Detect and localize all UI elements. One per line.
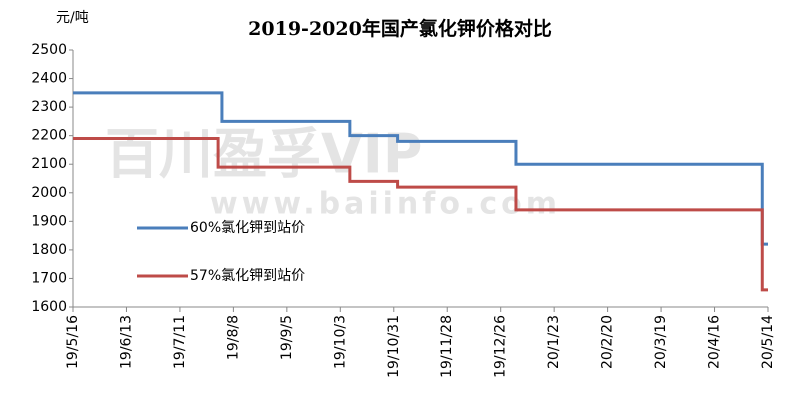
y-tick-label: 2500 xyxy=(31,42,67,58)
y-tick-label: 2000 xyxy=(31,185,67,201)
x-tick-label: 19/9/5 xyxy=(279,315,295,360)
y-tick-label: 1600 xyxy=(31,299,67,315)
y-tick-label: 1800 xyxy=(31,242,67,258)
x-tick-label: 20/5/14 xyxy=(760,315,776,369)
watermark: www.baiinfo.com xyxy=(210,187,561,222)
x-tick-label: 19/5/16 xyxy=(65,315,81,369)
y-tick-label: 2100 xyxy=(31,156,67,172)
x-tick-label: 20/1/23 xyxy=(546,315,562,369)
x-tick-label: 20/4/16 xyxy=(707,315,723,369)
y-tick-label: 1700 xyxy=(31,270,67,286)
x-tick-label: 19/12/26 xyxy=(493,315,509,378)
series-line xyxy=(73,137,768,292)
x-tick-label: 19/11/28 xyxy=(439,315,455,378)
series-line xyxy=(73,91,768,246)
legend-label: 60%氯化钾到站价 xyxy=(190,220,305,236)
x-tick-label: 20/2/20 xyxy=(600,315,616,369)
x-tick-label: 20/3/19 xyxy=(653,315,669,369)
watermark: 百川盈孚VIP xyxy=(105,123,422,186)
y-tick-label: 1900 xyxy=(31,213,67,229)
x-tick-label: 19/10/31 xyxy=(386,315,402,378)
y-axis-label: 元/吨 xyxy=(56,10,89,26)
y-tick-label: 2400 xyxy=(31,71,67,87)
x-tick-label: 19/8/8 xyxy=(225,315,241,360)
y-tick-label: 2300 xyxy=(31,99,67,115)
x-tick-label: 19/7/11 xyxy=(172,315,188,369)
legend-label: 57%氯化钾到站价 xyxy=(190,268,305,284)
chart-title: 2019-2020年国产氯化钾价格对比 xyxy=(248,17,552,40)
y-tick-label: 2200 xyxy=(31,128,67,144)
x-tick-label: 19/10/3 xyxy=(332,315,348,369)
x-tick-label: 19/6/13 xyxy=(118,315,134,369)
